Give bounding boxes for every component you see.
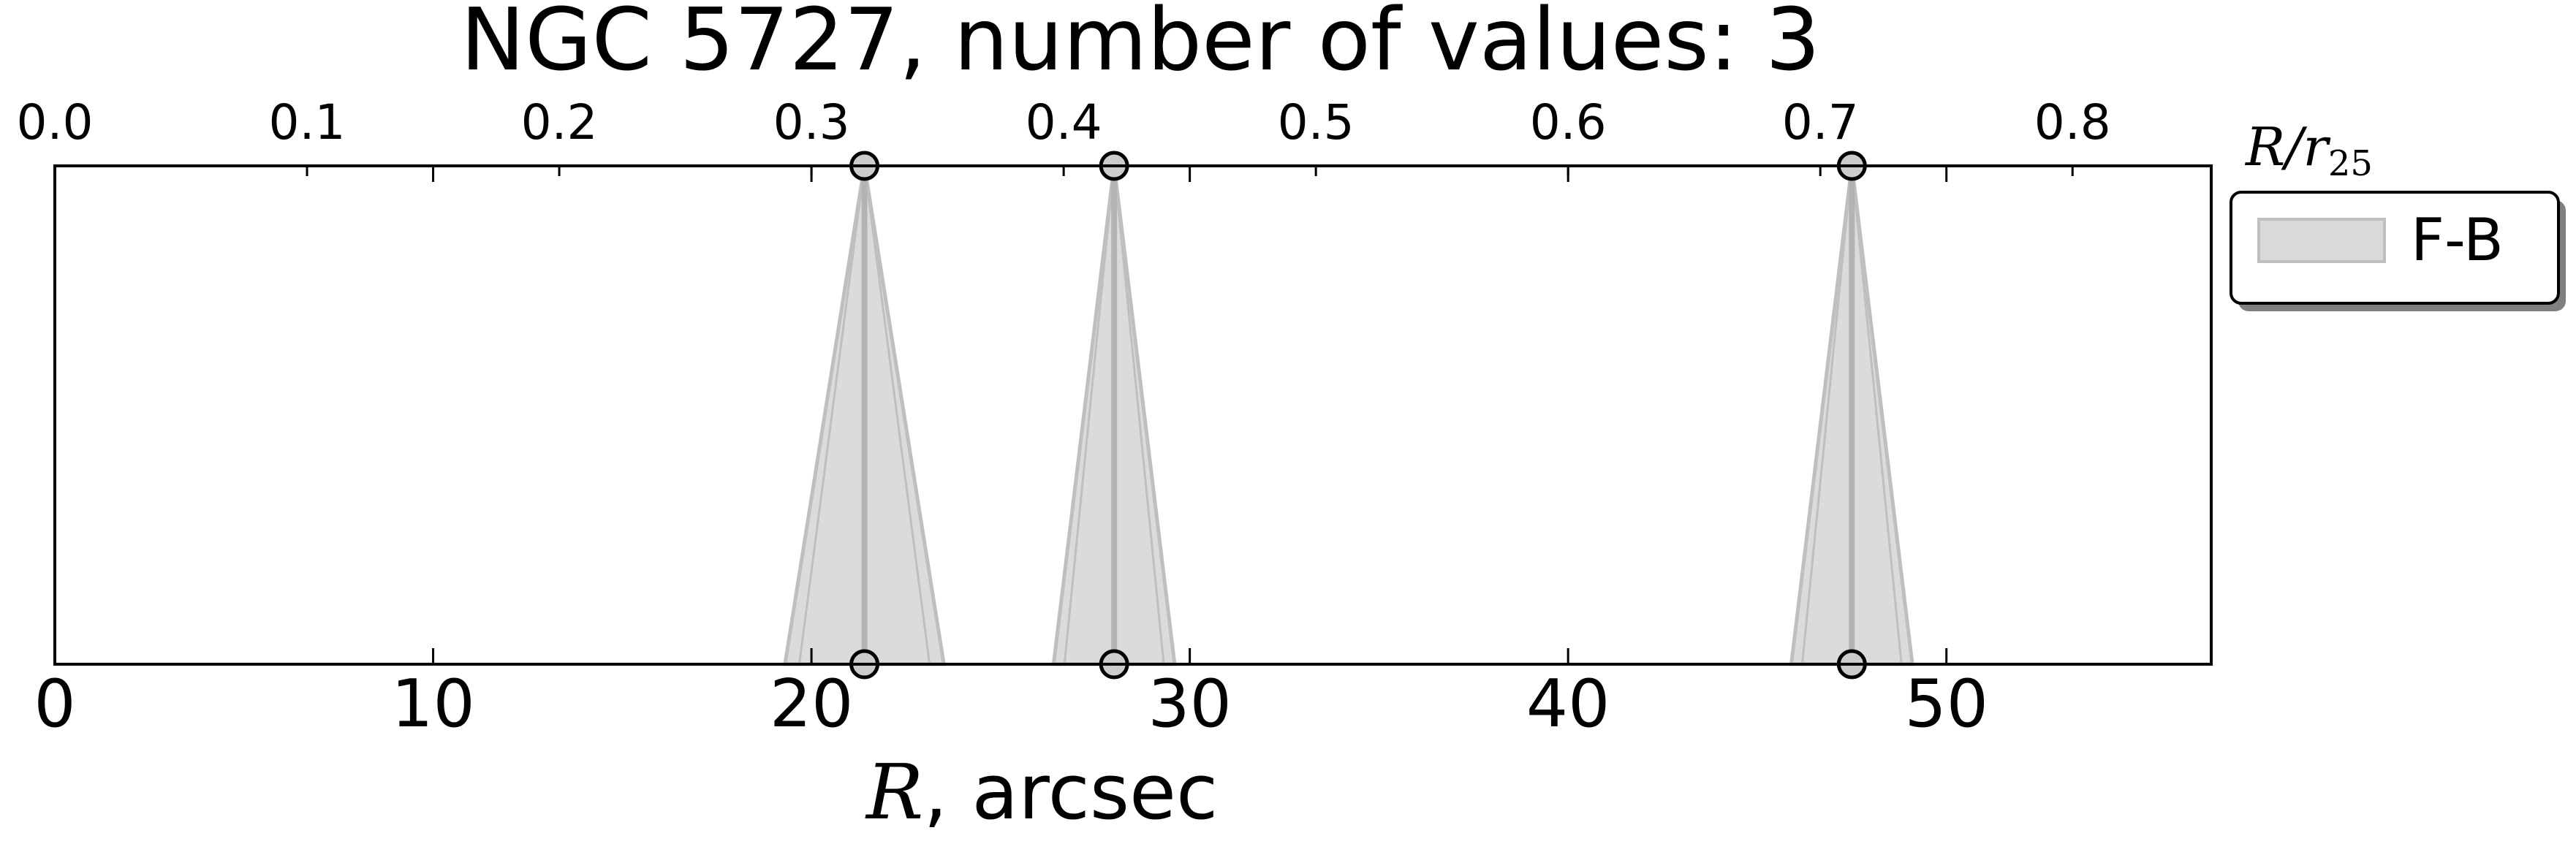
x-tick-label: 20 [770, 666, 854, 742]
x-axis-label-rest: , arcsec [923, 748, 1218, 837]
top-axis: 0.0 0.1 0.2 0.3 0.4 0.5 0.6 0.7 0.8 [17, 94, 2111, 176]
legend-label: F-B [2411, 206, 2504, 274]
bottom-axis: 0 10 20 30 40 50 [34, 166, 1988, 742]
top-x-tick-label: 0.8 [2034, 94, 2111, 151]
plot-data [782, 151, 1914, 680]
x-axis-label: R, arcsec [865, 748, 1218, 837]
top-x-tick-label: 0.5 [1278, 94, 1355, 151]
x-tick-label: 0 [34, 666, 75, 742]
top-axis-label-var: R/r [2244, 116, 2330, 178]
x-tick-label: 40 [1526, 666, 1610, 742]
top-x-tick-label: 0.6 [1530, 94, 1607, 151]
top-x-tick-label: 0.0 [17, 94, 94, 151]
top-x-tick-label: 0.7 [1782, 94, 1859, 151]
x-tick-label: 50 [1904, 666, 1988, 742]
legend: F-B [2230, 191, 2566, 311]
top-x-tick-label: 0.1 [269, 94, 346, 151]
top-x-tick-label: 0.2 [521, 94, 598, 151]
top-axis-label-sub: 25 [2328, 143, 2373, 184]
x-axis-label-var: R [865, 748, 923, 837]
chart-title: NGC 5727, number of values: 3 [461, 0, 1820, 90]
top-axis-label: R/r25 [2244, 116, 2373, 184]
x-tick-label: 10 [391, 666, 475, 742]
x-tick-label: 30 [1148, 666, 1232, 742]
plot-frame [53, 164, 2213, 666]
top-x-tick-label: 0.3 [773, 94, 850, 151]
top-x-tick-label: 0.4 [1026, 94, 1102, 151]
legend-swatch [2257, 218, 2386, 263]
